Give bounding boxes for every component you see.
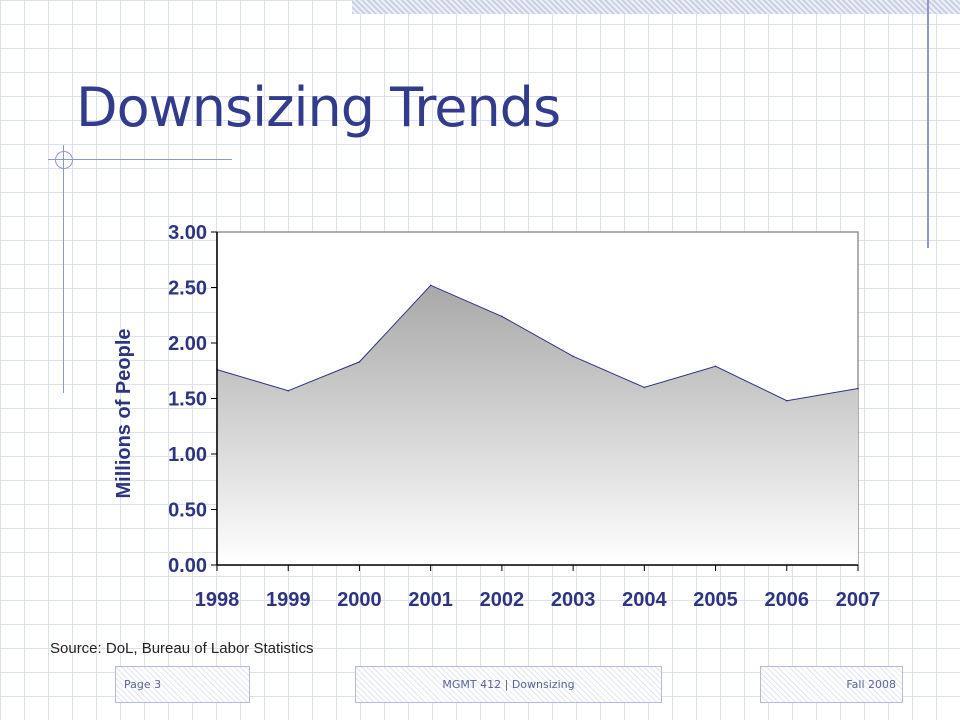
data-point-2005 <box>714 365 717 368</box>
data-point-2001 <box>429 284 432 287</box>
data-point-2002 <box>501 315 503 318</box>
y-tick-label: 3.00 <box>168 222 207 244</box>
x-tick-label: 2006 <box>765 589 810 611</box>
y-tick-label: 1.50 <box>168 389 207 411</box>
x-tick-label: 2000 <box>337 589 382 611</box>
x-tick-label: 2007 <box>836 589 881 611</box>
title-underline <box>48 159 232 160</box>
y-tick-label: 0.50 <box>168 500 207 522</box>
left-decorative-line <box>63 145 64 393</box>
corner-circle-ornament <box>55 151 73 169</box>
y-axis-label: Millions of People <box>113 328 135 498</box>
data-point-2004 <box>643 386 646 389</box>
x-tick-label: 1998 <box>195 589 240 611</box>
y-tick-label: 2.50 <box>168 278 207 300</box>
x-tick-label: 2004 <box>622 589 667 611</box>
footer-term: Fall 2008 <box>846 678 896 691</box>
data-point-2000 <box>358 361 361 363</box>
data-point-2006 <box>786 399 788 402</box>
y-tick-label: 2.00 <box>168 333 207 355</box>
footer-course-title: MGMT 412 | Downsizing <box>442 678 575 691</box>
footer-page-number: Page 3 <box>124 678 162 691</box>
area-fill <box>217 285 858 565</box>
top-decorative-bar <box>352 0 960 14</box>
y-tick-label: 1.00 <box>168 444 207 466</box>
x-tick-label: 1999 <box>266 589 311 611</box>
right-decorative-line <box>927 0 929 248</box>
footer-course-box: MGMT 412 | Downsizing <box>355 666 662 703</box>
y-tick-label: 0.00 <box>168 555 207 577</box>
data-point-2007 <box>857 387 859 390</box>
footer-term-box: Fall 2008 <box>760 666 903 703</box>
data-point-2003 <box>572 355 574 358</box>
x-tick-label: 2003 <box>551 589 596 611</box>
x-tick-label: 2002 <box>480 589 525 611</box>
x-tick-label: 2001 <box>408 589 453 611</box>
source-note: Source: DoL, Bureau of Labor Statistics <box>50 640 314 657</box>
data-point-1999 <box>287 389 290 392</box>
series-line <box>216 284 859 402</box>
slide-title: Downsizing Trends <box>76 76 561 139</box>
footer-page-box: Page 3 <box>115 666 250 703</box>
x-tick-label: 2005 <box>693 589 738 611</box>
